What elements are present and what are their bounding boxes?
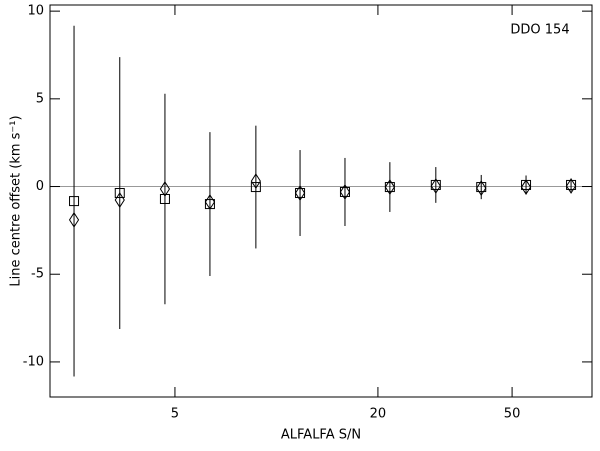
x-axis-label: ALFALFA S/N [281,428,361,443]
diamond-marker [114,192,125,208]
diamond-marker [159,181,171,197]
y-tick-label: -5 [31,267,44,282]
x-tick-label: 50 [504,407,521,422]
diamond-marker [68,211,80,228]
x-tick-label: 20 [370,407,387,422]
square-marker [566,179,577,190]
y-tick-label: -10 [23,354,44,369]
square-marker [250,182,261,193]
diamond-marker [384,179,395,195]
square-marker [430,179,441,190]
diamond-marker [476,180,487,197]
diamond-marker [339,184,351,200]
y-axis-label: Line centre offset (km s⁻¹) [9,115,24,286]
diamond-marker [250,173,261,190]
square-marker [114,188,125,199]
plot-frame [49,4,593,398]
annotation: DDO 154 [510,23,569,38]
diamond-marker [565,178,577,194]
square-marker [476,182,487,193]
diamond-marker [520,179,532,195]
diamond-marker [294,185,306,201]
diamond-marker [430,178,441,194]
y-tick-label: 5 [36,91,44,106]
x-tick-label: 5 [171,407,179,422]
y-tick-label: 0 [36,179,44,194]
square-marker [159,193,170,204]
y-tick-label: 10 [27,4,44,19]
diamond-marker [204,194,216,210]
square-marker [69,196,80,207]
